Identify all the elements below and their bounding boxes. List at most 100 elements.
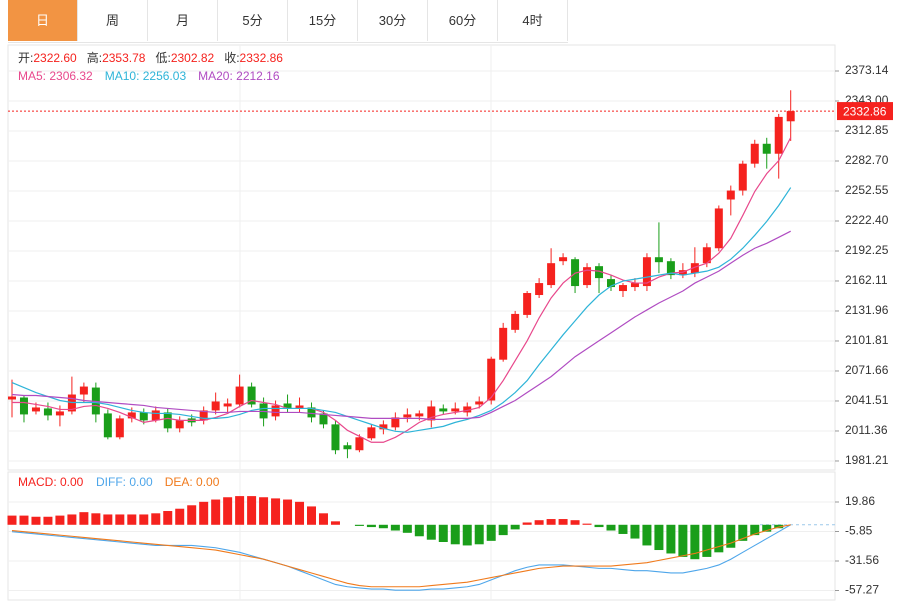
candle-body — [175, 420, 184, 429]
candle-body — [523, 293, 532, 315]
info-value: 2302.82 — [171, 51, 215, 65]
info-value: 2353.78 — [102, 51, 146, 65]
period-tab[interactable]: 15分 — [288, 0, 358, 41]
candle-body — [630, 283, 639, 288]
macd-bar — [115, 514, 125, 525]
y-tick-label: 19.86 — [845, 494, 875, 508]
candle-body — [307, 407, 316, 418]
macd-bar — [318, 513, 328, 525]
macd-bar — [7, 515, 17, 525]
macd-bar — [762, 524, 772, 532]
candle-body — [67, 394, 76, 412]
macd-bar — [295, 501, 305, 525]
last-price-box — [837, 102, 893, 121]
macd-bar — [91, 513, 101, 525]
macd-bar — [726, 524, 736, 548]
candle-body — [331, 424, 340, 451]
info-label: 开: — [18, 51, 33, 65]
period-tab[interactable]: 60分 — [428, 0, 498, 41]
macd-bar — [259, 497, 269, 525]
macd-bar — [522, 522, 532, 525]
candle-body — [79, 386, 88, 395]
period-tab[interactable]: 月 — [148, 0, 218, 41]
candle-body — [511, 313, 520, 330]
macd-bar — [366, 524, 376, 528]
macd-bar — [175, 508, 185, 525]
macd-bar — [235, 496, 245, 525]
macd-bar — [378, 524, 388, 529]
candle-body — [786, 111, 795, 122]
y-tick-label: 1981.21 — [845, 453, 889, 467]
candle-body — [223, 403, 232, 407]
candle-body — [199, 410, 208, 421]
macd-bar — [690, 524, 700, 560]
macd-line — [11, 524, 791, 588]
macd-bar — [498, 524, 508, 536]
macd-bar — [43, 516, 53, 525]
macd-bar — [187, 505, 197, 525]
last-price-label: 2332.86 — [843, 104, 887, 118]
ma-legend: MA5: 2306.32 — [18, 69, 93, 83]
macd-bar — [534, 520, 544, 525]
macd-bar — [103, 514, 113, 525]
candle-body — [714, 208, 723, 249]
macd-bar — [702, 524, 712, 557]
candle-body — [343, 445, 352, 450]
candle-body — [259, 403, 268, 419]
candle-body — [103, 413, 112, 438]
candle-body — [475, 401, 484, 405]
macd-legend: MACD: 0.00 — [18, 475, 84, 489]
macd-bar — [558, 519, 568, 525]
ma-legend: MA20: 2212.16 — [198, 69, 280, 83]
candle-body — [91, 387, 100, 415]
candle-body — [127, 412, 136, 419]
y-tick-label: 2162.11 — [845, 273, 888, 287]
ma-legend: MA10: 2256.03 — [105, 69, 187, 83]
macd-bar — [330, 521, 340, 525]
period-tab[interactable]: 日 — [8, 0, 78, 41]
macd-bar — [618, 524, 628, 534]
y-tick-label: -57.27 — [845, 583, 879, 597]
candle-body — [463, 406, 472, 413]
macd-bar — [582, 523, 592, 525]
ma-line — [12, 137, 792, 443]
period-tabs: 日周月 5分 15分 30分 60分 4时 — [8, 0, 568, 43]
candle-body — [295, 405, 304, 409]
info-label: 高: — [87, 50, 102, 65]
candle-body — [43, 408, 52, 416]
candle-body — [415, 413, 424, 417]
candle-body — [55, 411, 64, 416]
period-tab[interactable]: 周 — [78, 0, 148, 41]
period-tab[interactable]: 5分 — [218, 0, 288, 41]
candle-body — [678, 270, 687, 276]
period-tab[interactable]: 4时 — [498, 0, 568, 41]
candle-body — [247, 386, 256, 405]
y-tick-label: 2252.55 — [845, 183, 889, 197]
macd-bar — [223, 497, 233, 525]
candle-body — [666, 261, 675, 276]
macd-bar — [510, 524, 520, 530]
macd-bar — [462, 524, 472, 546]
candle-body — [726, 190, 735, 200]
macd-bar — [630, 524, 640, 539]
candle-body — [702, 247, 711, 264]
macd-bar — [55, 515, 65, 525]
info-value: 2332.86 — [240, 51, 284, 65]
macd-bar — [606, 524, 616, 531]
macd-bar — [750, 524, 760, 536]
macd-bar — [738, 524, 748, 541]
candle-body — [427, 406, 436, 421]
candle-body — [642, 257, 651, 287]
macd-bar — [211, 499, 221, 525]
macd-bar — [414, 524, 424, 537]
macd-bar — [594, 524, 604, 528]
y-tick-label: 2222.40 — [845, 213, 889, 227]
candle-body — [187, 418, 196, 423]
y-tick-label: 2041.51 — [845, 393, 889, 407]
y-tick-label: -31.56 — [845, 553, 879, 567]
info-label: 收: — [224, 51, 239, 65]
macd-legend: DEA: 0.00 — [165, 475, 220, 489]
period-tab[interactable]: 30分 — [358, 0, 428, 41]
candle-body — [283, 403, 292, 409]
